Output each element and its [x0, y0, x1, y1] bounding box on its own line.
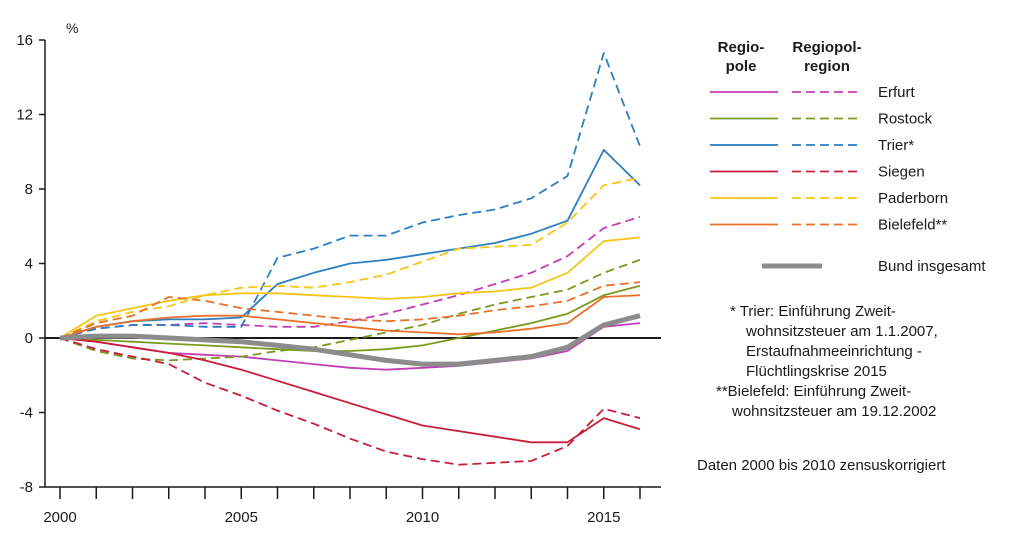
y-tick-label: 0: [25, 330, 33, 347]
series-line-siegen-dashed: [59, 337, 641, 466]
series-line-bielefeld-dashed: [59, 281, 641, 339]
series-line-bielefeld-solid: [59, 294, 641, 339]
series-line-rostock-solid: [59, 284, 641, 352]
series-line-bundinsgesamt-bold: [59, 313, 641, 367]
footnote-data-note: Daten 2000 bis 2010 zensuskorrigiert: [697, 457, 946, 474]
series-layer: [59, 52, 641, 466]
footnote-trier-line: Flüchtlingskrise 2015: [746, 363, 887, 380]
y-tick-label: -4: [20, 405, 33, 422]
series-line-trier-solid: [59, 148, 641, 339]
legend-label: Trier*: [878, 137, 914, 154]
legend: Regio-pole Regiopol-region Erfurt Rostock Tr…: [710, 39, 986, 275]
legend-label: Erfurt: [878, 84, 916, 101]
series-line-paderborn-solid: [59, 236, 641, 339]
y-tick-label: 16: [16, 32, 33, 49]
footnote-bielefeld-line: wohnsitzsteuer am 19.12.2002: [732, 403, 937, 420]
legend-header-regiopole: Regio-: [718, 39, 765, 56]
y-tick-label: 12: [16, 107, 33, 124]
series-line-rostock-dashed: [59, 258, 641, 362]
series-line-siegen-solid: [59, 337, 641, 444]
y-unit-label: %: [66, 20, 78, 36]
footnote-bielefeld: **Bielefeld: Einführung Zweit- wohnsitzs…: [716, 382, 936, 422]
y-tick-label: 4: [25, 256, 33, 273]
footnote-trier-line: Erstaufnahmeeinrichtung -: [746, 343, 922, 360]
legend-label: Bielefeld**: [878, 217, 947, 234]
footnote-trier-line: wohnsitzsteuer am 1.1.2007,: [746, 323, 938, 340]
legend-header-regiopole: pole: [726, 58, 757, 75]
legend-header-regiopolregion: region: [804, 58, 850, 75]
x-tick-label: 2000: [43, 509, 76, 526]
legend-label: Bund insgesamt: [878, 258, 986, 275]
x-tick-label: 2010: [406, 509, 439, 526]
x-tick-label: 2005: [225, 509, 258, 526]
legend-label: Rostock: [878, 111, 933, 128]
footnote-trier: * Trier: Einführung Zweit- wohnsitzsteue…: [730, 302, 938, 382]
x-tick-label: 2015: [587, 509, 620, 526]
series-line-erfurt-solid: [59, 322, 641, 371]
series-line-trier-dashed: [59, 52, 641, 339]
legend-label: Paderborn: [878, 190, 948, 207]
axes-layer: % 16 12 8 4 0 -4 -8 2000 2005 2010 2015: [16, 20, 661, 526]
legend-label: Siegen: [878, 164, 925, 181]
y-tick-label: 8: [25, 181, 33, 198]
y-tick-label: -8: [20, 479, 33, 496]
series-line-paderborn-dashed: [59, 176, 641, 339]
legend-header-regiopolregion: Regiopol-: [792, 39, 861, 56]
footnote-bielefeld-line: **Bielefeld: Einführung Zweit-: [716, 383, 912, 400]
footnote-trier-line: * Trier: Einführung Zweit-: [730, 303, 896, 320]
